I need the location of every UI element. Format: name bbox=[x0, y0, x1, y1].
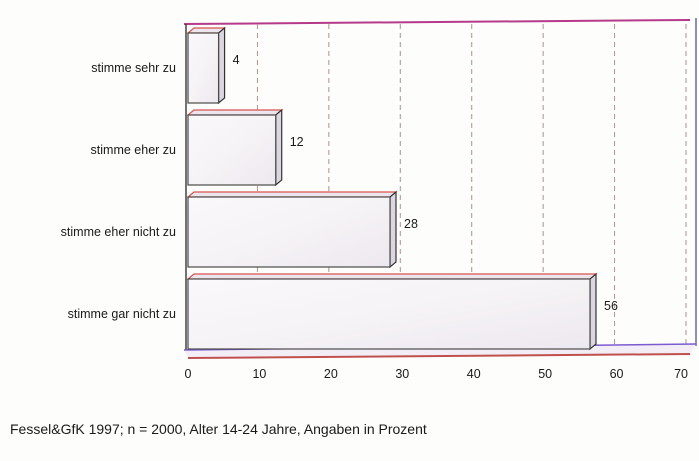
x-tick-label: 40 bbox=[467, 367, 481, 381]
bar-top-face bbox=[186, 273, 598, 280]
value-label: 4 bbox=[233, 53, 240, 67]
bar-side-face bbox=[217, 26, 226, 105]
x-tick-label: 60 bbox=[610, 367, 624, 381]
bar-top-face bbox=[186, 109, 284, 116]
bar bbox=[187, 278, 591, 350]
bar bbox=[187, 196, 391, 268]
category-label: stimme gar nicht zu bbox=[68, 307, 176, 321]
category-label: stimme sehr zu bbox=[91, 61, 176, 75]
value-label: 28 bbox=[404, 217, 418, 231]
bar bbox=[187, 114, 277, 186]
category-label: stimme eher nicht zu bbox=[61, 225, 176, 239]
value-label: 12 bbox=[290, 135, 304, 149]
x-tick-label: 50 bbox=[538, 367, 552, 381]
x-tick-label: 10 bbox=[252, 367, 266, 381]
category-label: stimme eher zu bbox=[91, 143, 176, 157]
x-tick-label: 70 bbox=[674, 367, 688, 381]
bar-side-face bbox=[275, 108, 283, 187]
floor-front-edge bbox=[187, 353, 691, 359]
frame-top-edge bbox=[183, 19, 691, 25]
bar-side-face bbox=[389, 190, 397, 269]
x-tick-label: 30 bbox=[395, 367, 409, 381]
bar-side-face bbox=[589, 272, 597, 351]
bar bbox=[187, 32, 220, 104]
source-note: Fessel&GfK 1997; n = 2000, Alter 14-24 J… bbox=[10, 421, 427, 437]
bar-top-face bbox=[186, 191, 398, 198]
x-tick-label: 0 bbox=[185, 367, 192, 381]
x-tick-label: 20 bbox=[324, 367, 338, 381]
value-label: 56 bbox=[604, 299, 618, 313]
